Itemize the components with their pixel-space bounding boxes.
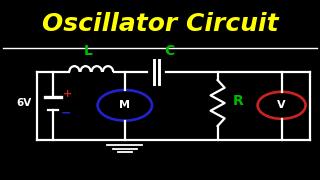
Text: V: V <box>277 100 286 110</box>
Text: +: + <box>63 89 72 99</box>
Text: L: L <box>84 44 92 58</box>
Text: R: R <box>233 94 244 108</box>
Text: 6V: 6V <box>16 98 32 109</box>
Text: Oscillator Circuit: Oscillator Circuit <box>42 12 278 36</box>
Text: −: − <box>60 107 71 120</box>
Text: M: M <box>119 100 130 110</box>
Text: C: C <box>164 44 175 58</box>
